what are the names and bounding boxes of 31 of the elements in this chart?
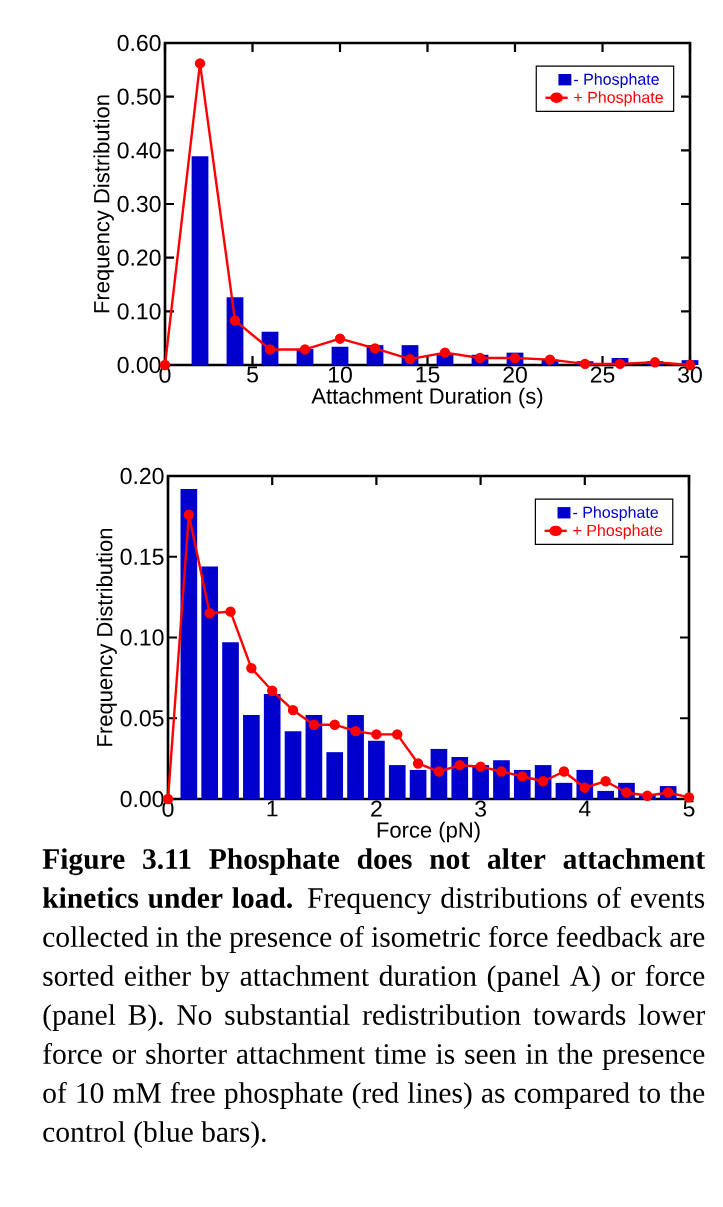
x-tick-label: 15: [416, 366, 440, 383]
x-axis-title: Force (pN): [377, 821, 480, 843]
legend-label: - Phosphate: [573, 506, 659, 522]
y-tick-label: 0.00: [117, 356, 161, 374]
legend-label: - Phosphate: [574, 73, 659, 89]
y-tick-label: 0.00: [120, 790, 164, 808]
y-tick-label: 0.15: [120, 548, 164, 565]
x-tick-label: 30: [678, 366, 702, 383]
y-tick-label: 0.10: [117, 303, 161, 320]
y-tick-label: 0.20: [120, 467, 164, 485]
x-axis-title: Attachment Duration (s): [311, 387, 543, 409]
y-tick-label: 0.50: [117, 88, 161, 105]
y-tick-label: 0.40: [117, 142, 161, 159]
y-tick-label: 0.05: [120, 710, 164, 727]
x-tick-label: 10: [328, 366, 352, 383]
x-tick-label: 5: [247, 366, 258, 383]
x-tick-label: 20: [503, 366, 527, 383]
y-tick-label: 0.60: [117, 34, 161, 52]
y-tick-label: 0.20: [117, 249, 161, 266]
legend-label: + Phosphate: [573, 524, 663, 540]
x-tick-label: 2: [371, 800, 382, 817]
x-tick-label: 25: [590, 366, 615, 383]
y-tick-label: 0.10: [120, 629, 164, 646]
x-tick-label: 3: [475, 800, 486, 817]
legend-label: + Phosphate: [574, 91, 663, 107]
y-axis-title: Frequency Distribution: [93, 95, 114, 313]
text: Figure 3.11 Phosphate does not alter attachment kinetics under load. Frequency distributions of events collected in the presence of isometric force feedback are sorted either by attachment duration (panel A) or force (panel B). No substantial redistribution towards lower force or shorter attachment time is seen in the presence of 10 mM free phosphate (red lines) as compared to the control (blue bars).: [42, 848, 706, 1148]
y-axis-title: Frequency Distribution: [96, 528, 117, 746]
y-tick-label: 0.30: [117, 195, 161, 213]
x-tick-label: 1: [267, 800, 278, 817]
x-tick-label: 4: [578, 800, 591, 817]
